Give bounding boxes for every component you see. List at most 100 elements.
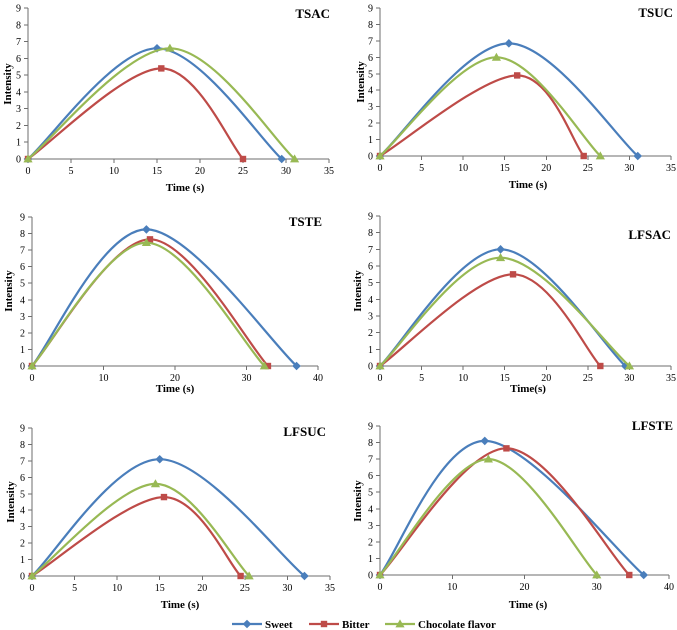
x-tick-label: 15 — [155, 583, 165, 594]
x-tick-label: 30 — [281, 166, 291, 177]
data-point-chocolate-flavor — [595, 151, 605, 160]
x-tick-label: 30 — [282, 583, 292, 594]
data-point-chocolate-flavor — [23, 154, 33, 163]
series-line-sweet — [31, 228, 298, 367]
y-tick-label: 4 — [20, 295, 25, 306]
x-tick-label: 30 — [242, 373, 252, 384]
y-tick-label: 3 — [20, 312, 25, 323]
series-line-bitter — [379, 273, 602, 367]
data-point-chocolate-flavor — [483, 454, 493, 463]
data-point-bitter — [237, 572, 244, 580]
y-tick-label: 6 — [368, 471, 373, 482]
y-tick-label: 9 — [368, 212, 373, 223]
data-point-sweet — [633, 151, 643, 161]
y-tick-label: 4 — [16, 87, 21, 98]
legend-label: Bitter — [342, 619, 370, 630]
y-tick-label: 4 — [368, 504, 373, 515]
y-tick-label: 7 — [20, 246, 25, 257]
y-tick-label: 9 — [20, 424, 25, 435]
y-axis-label: Intensity — [5, 481, 17, 523]
x-tick-label: 20 — [170, 373, 180, 384]
y-tick-label: 1 — [16, 138, 21, 149]
y-tick-label: 8 — [368, 228, 373, 239]
y-tick-label: 0 — [368, 571, 373, 582]
y-tick-label: 8 — [368, 20, 373, 31]
y-tick-label: 7 — [16, 37, 21, 48]
legend-item-sweet: Sweet — [232, 619, 293, 630]
y-tick-label: 4 — [368, 295, 373, 306]
x-tick-label: 20 — [195, 166, 205, 177]
data-point-sweet — [639, 570, 649, 580]
data-point-bitter — [626, 571, 633, 579]
y-tick-label: 0 — [368, 362, 373, 373]
y-tick-label: 2 — [368, 119, 373, 130]
y-tick-label: 1 — [368, 345, 373, 356]
x-tick-label: 35 — [666, 373, 676, 384]
y-axis-label: Intensity — [2, 63, 14, 105]
x-tick-label: 0 — [378, 373, 383, 384]
series-line-chocolate-flavor — [379, 256, 631, 367]
data-point-bitter — [580, 152, 587, 160]
chart-panel-lfste: 0 10 20 30 40 0 1 2 3 4 5 6 7 8 9 LFSTE Time (s) Intensit… — [352, 418, 674, 611]
x-axis-label: Time (s) — [166, 182, 205, 194]
x-tick-label: 15 — [500, 373, 510, 384]
y-tick-label: 8 — [20, 229, 25, 240]
series-line-chocolate-flavor — [31, 482, 250, 577]
x-tick-label: 40 — [664, 582, 674, 593]
data-point-sweet — [277, 154, 286, 164]
legend-label: Sweet — [265, 619, 293, 630]
data-point-chocolate-flavor — [259, 361, 269, 370]
series-line-chocolate-flavor — [31, 241, 266, 367]
data-point-sweet — [300, 571, 309, 581]
data-point-bitter — [146, 236, 154, 243]
x-tick-label: 35 — [325, 583, 335, 594]
y-tick-label: 1 — [368, 135, 373, 146]
x-axis-label: Time (s) — [509, 179, 548, 191]
data-point-bitter — [160, 493, 168, 501]
data-point-sweet — [496, 245, 505, 254]
y-tick-label: 1 — [368, 554, 373, 565]
y-tick-label: 5 — [368, 278, 373, 289]
y-tick-label: 2 — [20, 539, 25, 550]
y-tick-label: 5 — [368, 69, 373, 80]
y-tick-label: 7 — [368, 455, 373, 466]
legend-swatch-marker — [395, 619, 405, 628]
data-point-bitter — [597, 362, 604, 370]
series-line-sweet — [31, 458, 306, 577]
data-point-chocolate-flavor — [27, 571, 37, 580]
legend-item-bitter: Bitter — [309, 619, 370, 630]
y-tick-label: 8 — [368, 438, 373, 449]
x-axis-label: Time (s) — [161, 599, 200, 611]
y-tick-label: 1 — [20, 345, 25, 356]
x-tick-label: 5 — [419, 163, 424, 174]
data-point-sweet — [155, 454, 165, 464]
x-tick-label: 5 — [419, 373, 424, 384]
x-tick-label: 35 — [666, 163, 676, 174]
series-line-sweet — [27, 47, 283, 160]
x-tick-label: 30 — [624, 373, 634, 384]
data-point-chocolate-flavor — [624, 361, 635, 370]
chart-panel-tsuc: 0 5 10 15 20 25 30 35 0 1 2 3 4 5 6 7 8 9 TSUC Time (s) Inte… — [355, 4, 676, 192]
data-point-chocolate-flavor — [375, 570, 385, 579]
y-tick-label: 0 — [368, 152, 373, 163]
y-tick-label: 4 — [20, 506, 25, 517]
chart-panel-lfsuc: 0 5 10 15 20 25 30 35 0 1 2 3 4 5 6 7 8 9 LFSUC Time (s) Int… — [5, 424, 335, 612]
data-point-chocolate-flavor — [27, 361, 37, 370]
chart-title: LFSAC — [628, 227, 671, 242]
x-tick-label: 10 — [109, 166, 119, 177]
x-axis-label: Time (s) — [509, 599, 548, 611]
y-tick-label: 8 — [16, 20, 21, 31]
data-point-chocolate-flavor — [141, 238, 151, 247]
data-point-chocolate-flavor — [150, 479, 161, 488]
x-tick-label: 5 — [72, 583, 77, 594]
chart-panel-lfsac: 0 5 10 15 20 25 30 35 0 1 2 3 4 5 6 7 8 9 LFSAC Time(s) Inte… — [352, 212, 676, 396]
x-tick-label: 25 — [238, 166, 248, 177]
data-point-sweet — [480, 436, 490, 446]
x-tick-label: 0 — [26, 166, 31, 177]
y-tick-label: 2 — [20, 328, 25, 339]
y-tick-label: 5 — [16, 71, 21, 82]
y-tick-label: 6 — [368, 262, 373, 273]
data-point-sweet — [504, 39, 514, 48]
series-line-chocolate-flavor — [27, 47, 296, 160]
